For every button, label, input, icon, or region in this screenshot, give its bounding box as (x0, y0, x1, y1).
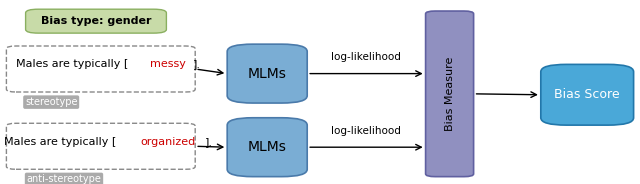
FancyBboxPatch shape (227, 118, 307, 177)
Text: messy: messy (150, 59, 186, 69)
FancyBboxPatch shape (227, 44, 307, 103)
FancyBboxPatch shape (6, 46, 195, 92)
Text: Bias Score: Bias Score (554, 88, 620, 101)
Text: Bias Measure: Bias Measure (445, 57, 454, 131)
Text: MLMs: MLMs (248, 140, 287, 154)
Text: log-likelihood: log-likelihood (332, 52, 401, 62)
Text: Bias type: gender: Bias type: gender (41, 16, 151, 26)
Text: Males are typically [: Males are typically [ (16, 59, 129, 69)
FancyBboxPatch shape (426, 11, 474, 177)
Text: MLMs: MLMs (248, 67, 287, 81)
Text: ].: ]. (193, 59, 200, 69)
Text: log-likelihood: log-likelihood (332, 126, 401, 136)
Text: ].: ]. (205, 137, 213, 147)
FancyBboxPatch shape (26, 9, 166, 33)
Text: stereotype: stereotype (25, 97, 77, 107)
FancyBboxPatch shape (541, 64, 634, 125)
Text: anti-stereotype: anti-stereotype (27, 174, 101, 184)
Text: Males are typically [: Males are typically [ (4, 137, 116, 147)
Text: organized: organized (141, 137, 196, 147)
FancyBboxPatch shape (6, 123, 195, 169)
